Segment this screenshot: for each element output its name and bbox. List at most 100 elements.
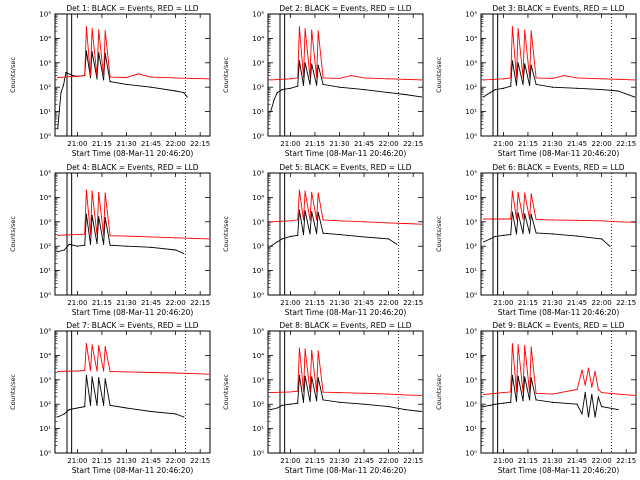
x-tick-label: 21:00 [493, 140, 513, 148]
data-point [96, 370, 98, 372]
data-point [524, 63, 526, 65]
data-point [594, 416, 596, 418]
lld-series-line [483, 191, 635, 223]
data-point [563, 74, 565, 77]
y-tick-label: 10⁰ [465, 450, 477, 458]
data-point [85, 343, 87, 345]
x-tick-label: 22:15 [403, 299, 423, 307]
y-tick-label: 10⁰ [252, 292, 264, 300]
x-tick-label: 22:15 [190, 299, 210, 307]
data-point [85, 50, 87, 52]
data-point [535, 83, 537, 86]
data-point [517, 62, 519, 64]
detector-panel: Det 5: BLACK = Events, RED = LLD Counts/s… [222, 163, 424, 317]
data-point [270, 79, 272, 81]
data-point [309, 400, 311, 403]
x-tick-label: 22:00 [592, 299, 612, 307]
x-axis-label: Start Time (08-Mar-11 20:46:20) [72, 149, 194, 158]
events-series-line [483, 375, 619, 418]
data-point [502, 234, 504, 236]
panel-title: Det 8: BLACK = Events, RED = LLD [279, 321, 411, 330]
data-point [322, 219, 324, 221]
data-point [104, 192, 106, 194]
data-point [515, 400, 518, 403]
x-tick-label: 22:00 [379, 140, 399, 148]
data-point [91, 376, 93, 378]
data-point [298, 347, 300, 349]
x-tick-label: 21:00 [493, 299, 513, 307]
data-point [511, 60, 513, 62]
data-point [91, 214, 93, 217]
events-series-line [57, 375, 184, 418]
data-point [576, 403, 578, 405]
data-point [104, 52, 106, 55]
data-point [302, 219, 305, 221]
data-point [68, 243, 70, 245]
data-point [363, 403, 365, 405]
data-point [191, 237, 193, 239]
data-point [524, 192, 526, 194]
data-point [175, 413, 177, 415]
data-point [535, 77, 537, 79]
data-point [489, 238, 491, 240]
data-point [297, 77, 299, 79]
data-point [298, 209, 300, 211]
data-point [511, 211, 513, 213]
data-point [89, 76, 92, 79]
data-point [289, 78, 291, 80]
data-point [109, 404, 111, 406]
detector-panel: Det 9: BLACK = Events, RED = LLD Counts/s… [435, 321, 637, 475]
data-point [317, 350, 319, 352]
data-point [511, 26, 513, 28]
data-point [633, 221, 635, 223]
data-point [489, 92, 491, 94]
data-point [617, 90, 619, 92]
data-point [302, 401, 305, 403]
data-point [89, 404, 92, 406]
data-point [85, 213, 87, 216]
data-point [322, 391, 324, 393]
data-point [289, 220, 291, 222]
y-tick-label: 10⁵ [39, 170, 51, 178]
data-point [98, 377, 100, 379]
x-tick-label: 21:00 [280, 299, 300, 307]
y-tick-label: 10³ [39, 218, 51, 226]
x-tick-label: 21:45 [354, 457, 374, 465]
data-point [517, 375, 519, 377]
data-point [175, 90, 177, 92]
x-tick-label: 21:15 [92, 299, 112, 307]
data-point [517, 191, 519, 194]
data-point [89, 233, 92, 236]
data-point [530, 213, 532, 216]
data-point [289, 403, 291, 405]
events-series-line [57, 214, 184, 254]
data-point [633, 96, 635, 98]
y-tick-label: 10⁰ [39, 292, 51, 300]
y-tick-label: 10² [465, 401, 477, 409]
data-point [597, 396, 599, 398]
plot-frame [267, 13, 424, 137]
y-tick-label: 10⁵ [252, 170, 264, 178]
data-point [63, 413, 65, 415]
data-point [62, 84, 65, 86]
data-point [404, 78, 406, 80]
plot-frame [480, 172, 637, 296]
data-point [281, 404, 283, 406]
data-point [517, 28, 519, 30]
data-point [494, 403, 496, 405]
data-point [150, 246, 152, 248]
data-point [315, 76, 318, 79]
y-axis-label: Counts/sec [222, 57, 230, 93]
data-point [125, 371, 128, 373]
data-point [535, 399, 537, 401]
data-point [270, 409, 272, 411]
x-tick-label: 21:45 [567, 299, 587, 307]
x-tick-label: 22:15 [403, 457, 423, 465]
data-point [524, 213, 526, 215]
x-tick-label: 22:00 [592, 457, 612, 465]
data-point [363, 88, 365, 91]
data-point [322, 83, 324, 86]
y-tick-label: 10⁴ [252, 35, 264, 43]
data-point [587, 367, 590, 369]
data-point [91, 28, 93, 30]
